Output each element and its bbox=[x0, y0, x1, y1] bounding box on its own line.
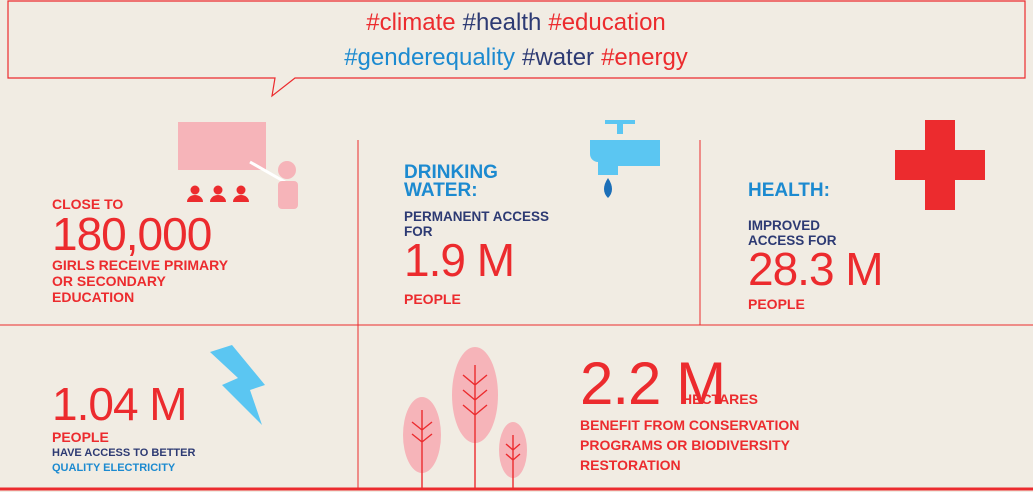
caption: PEOPLE bbox=[748, 296, 805, 312]
caption: BENEFIT FROM CONSERVATION bbox=[580, 417, 799, 433]
hashtag: #education bbox=[548, 9, 665, 36]
caption: OR SECONDARY bbox=[52, 273, 166, 289]
lightning-icon bbox=[210, 345, 265, 425]
figure: 1.04 M bbox=[52, 378, 187, 430]
unit: HECTARES bbox=[682, 391, 758, 407]
speech-bubble bbox=[7, 0, 1026, 98]
caption: QUALITY ELECTRICITY bbox=[52, 462, 176, 474]
caption: HAVE ACCESS TO BETTER bbox=[52, 447, 195, 459]
caption: RESTORATION bbox=[580, 457, 681, 473]
caption: PROGRAMS OR BIODIVERSITY bbox=[580, 437, 791, 453]
figure: 180,000 bbox=[52, 208, 211, 260]
teacher-icon bbox=[178, 122, 298, 209]
hashtag: #water bbox=[522, 44, 594, 71]
hashtag: #health bbox=[463, 9, 542, 36]
heading: HEALTH: bbox=[748, 180, 830, 201]
intro: PERMANENT ACCESS bbox=[404, 209, 549, 224]
faucet-icon bbox=[590, 120, 660, 198]
intro: CLOSE TO bbox=[52, 196, 123, 212]
caption: EDUCATION bbox=[52, 289, 134, 305]
tree-icons bbox=[403, 347, 527, 490]
figure: 1.9 M bbox=[404, 234, 514, 286]
hashtags-line: #genderequality #water #energy bbox=[344, 44, 688, 71]
intro: IMPROVED bbox=[748, 218, 820, 233]
caption: PEOPLE bbox=[52, 429, 109, 445]
hashtag: #energy bbox=[601, 44, 688, 71]
caption: GIRLS RECEIVE PRIMARY bbox=[52, 257, 229, 273]
intro: ACCESS FOR bbox=[748, 233, 837, 248]
grid-lines bbox=[0, 140, 1033, 488]
caption: PEOPLE bbox=[404, 291, 461, 307]
hashtag: #climate bbox=[366, 9, 455, 36]
intro: FOR bbox=[404, 224, 433, 239]
heading: DRINKING bbox=[404, 162, 498, 183]
figure: 28.3 M bbox=[748, 243, 883, 295]
heading: WATER: bbox=[404, 180, 478, 201]
cross-icon bbox=[895, 120, 985, 210]
figure: 2.2 M bbox=[580, 350, 725, 417]
hashtags-line: #climate #health #education bbox=[366, 9, 666, 36]
hashtag: #genderequality bbox=[344, 44, 515, 71]
